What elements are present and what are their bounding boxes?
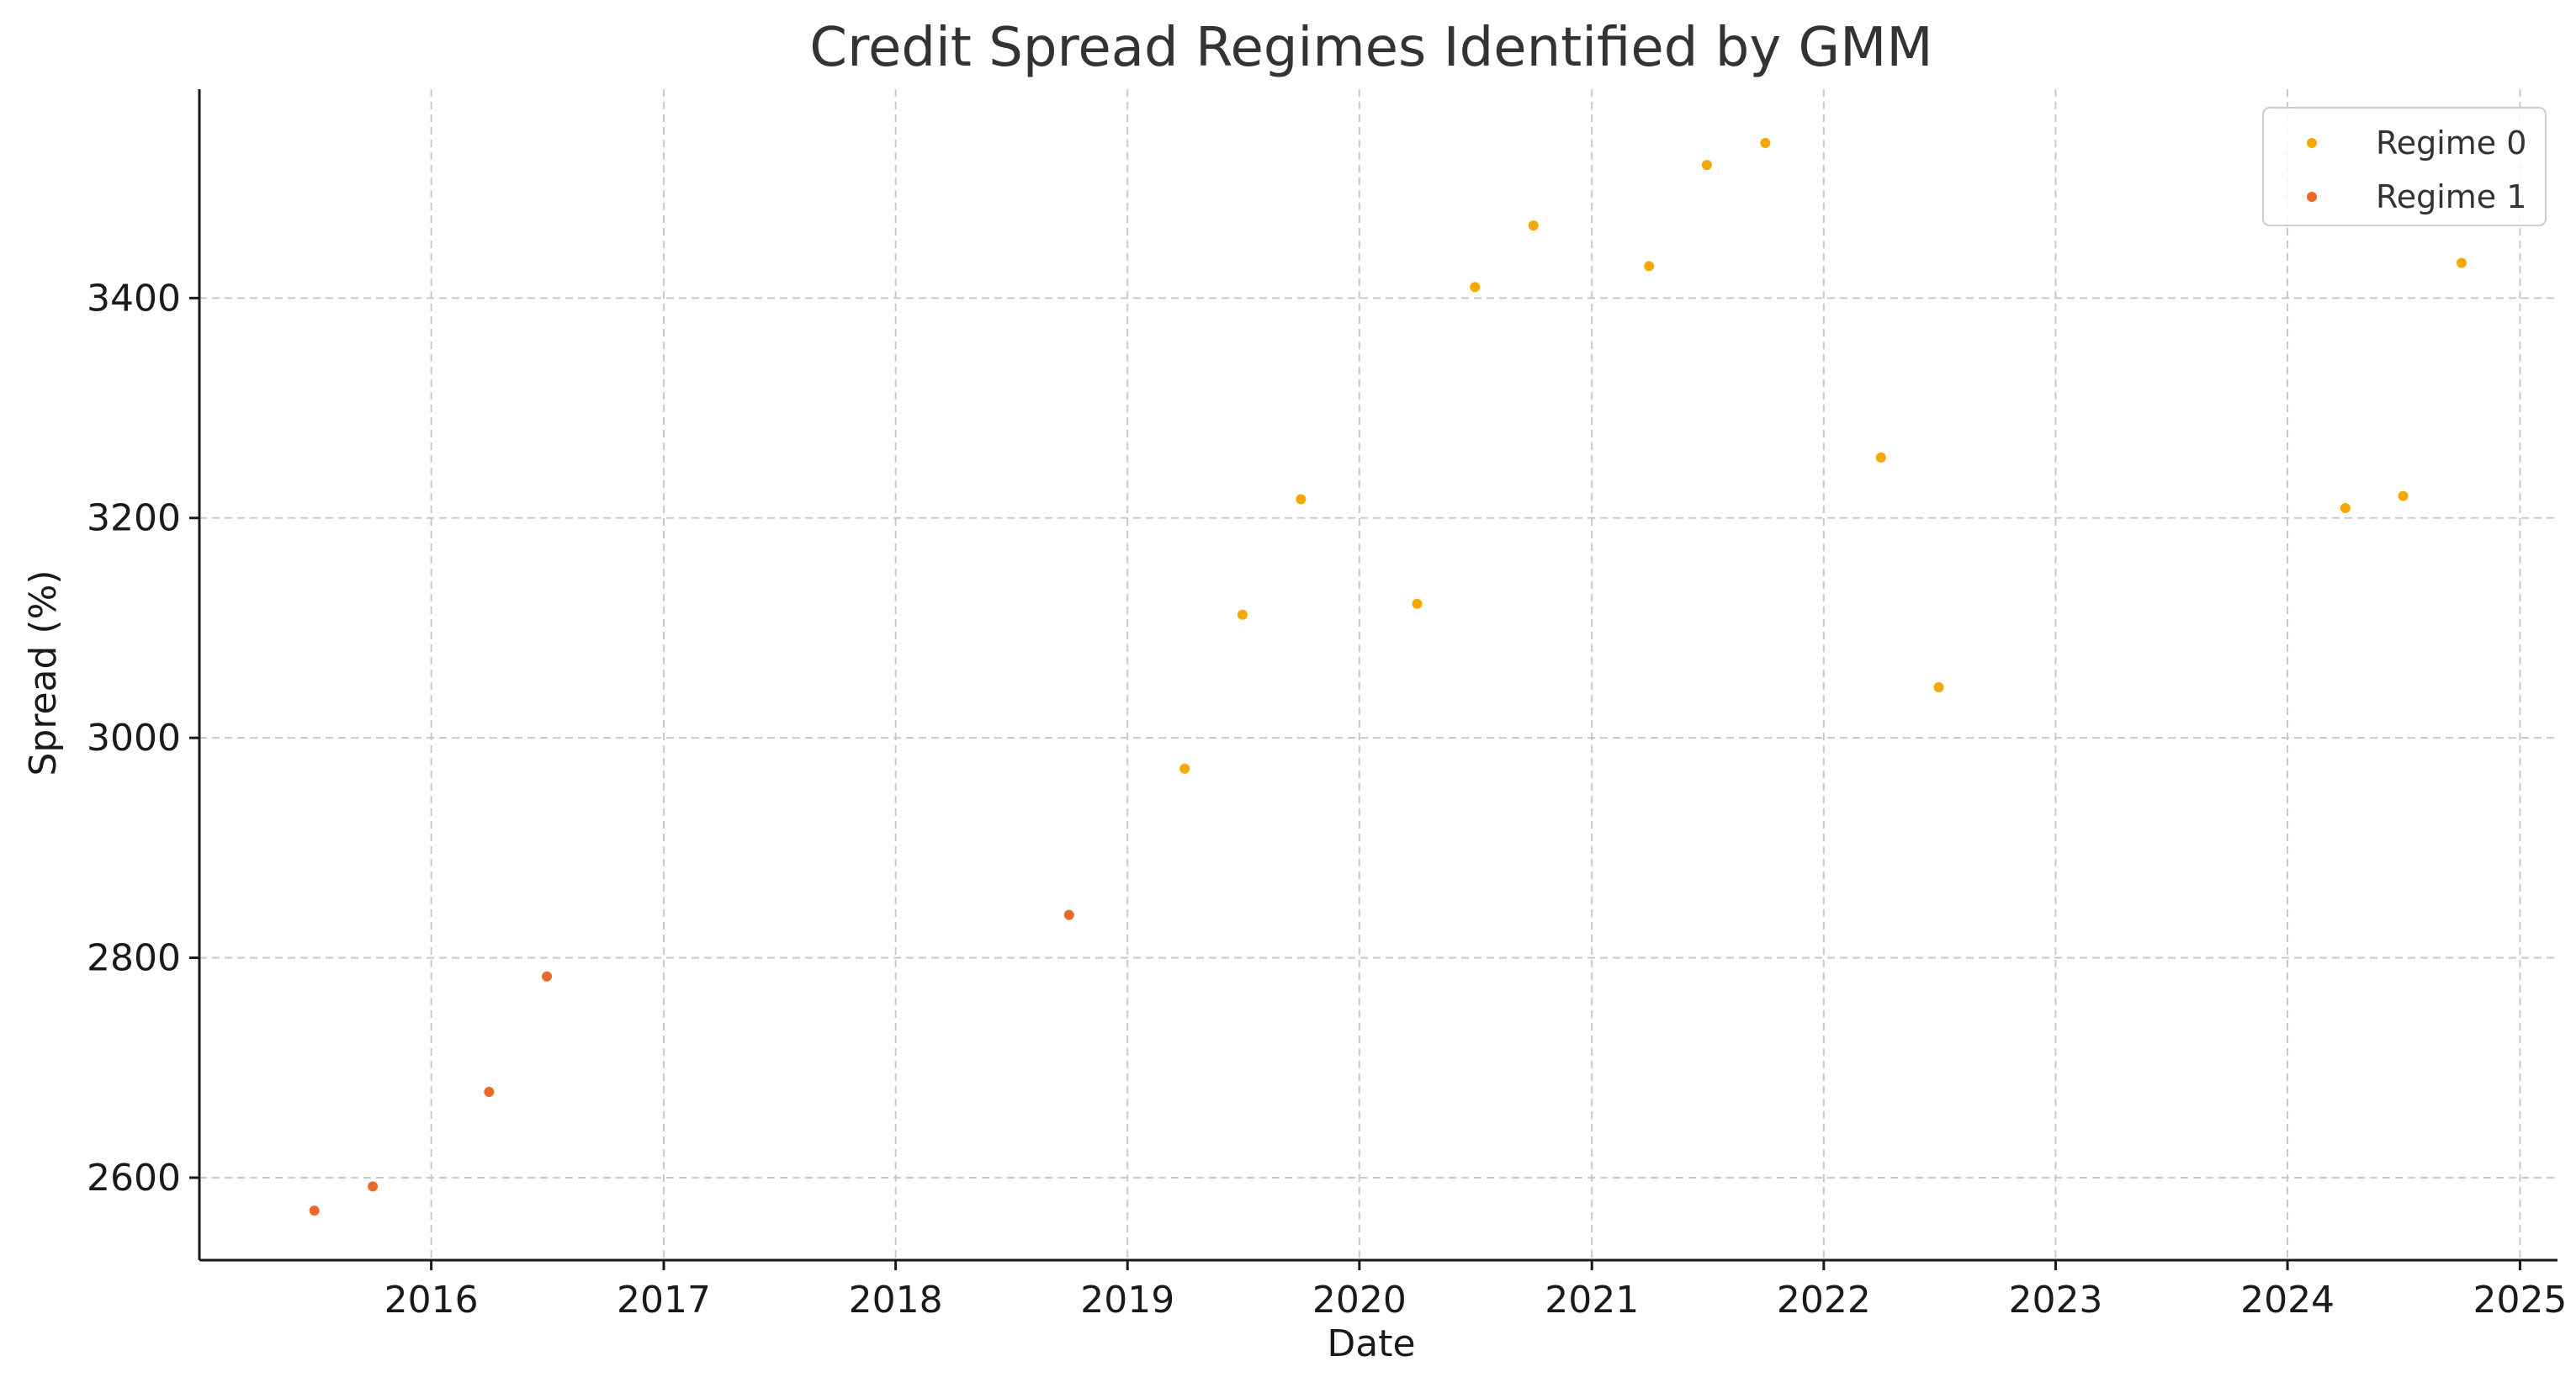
y-tick-label: 3200	[87, 497, 181, 540]
data-point	[1644, 261, 1655, 272]
y-tick-label: 3000	[87, 717, 181, 760]
legend-label: Regime 0	[2376, 124, 2526, 162]
x-tick-label: 2023	[2008, 1279, 2102, 1322]
data-point	[1875, 452, 1886, 463]
data-point	[368, 1181, 379, 1192]
x-tick-label: 2021	[1545, 1279, 1639, 1322]
data-point	[1701, 160, 1712, 171]
data-points	[309, 138, 2467, 1216]
data-point	[1237, 609, 1248, 620]
data-point	[1412, 598, 1423, 609]
data-point	[484, 1087, 495, 1098]
x-tick-label: 2024	[2240, 1279, 2335, 1322]
axes: 2016 2017 2018 2019 2020 2021 2022 2023 2024 2025…	[87, 89, 2567, 1322]
series-1	[309, 909, 1074, 1216]
legend-marker	[2307, 192, 2317, 202]
data-point	[1296, 494, 1307, 505]
data-point	[1933, 682, 1944, 693]
legend-box	[2262, 107, 2547, 226]
data-point	[2398, 490, 2409, 501]
x-tick-label: 2016	[384, 1279, 479, 1322]
data-point	[1760, 138, 1771, 149]
data-point	[2456, 257, 2467, 268]
data-point	[542, 971, 553, 982]
x-tick-label: 2017	[617, 1279, 711, 1322]
y-axis-label: Spread (%)	[22, 570, 65, 776]
legend-label: Regime 1	[2376, 178, 2526, 215]
y-tick-label: 3400	[87, 277, 181, 320]
x-tick-label: 2022	[1777, 1279, 1871, 1322]
data-point	[1470, 282, 1481, 293]
grid-lines	[199, 89, 2557, 1260]
data-point	[2340, 502, 2351, 513]
y-tick-label: 2800	[87, 937, 181, 980]
legend-marker	[2307, 138, 2317, 148]
series-0	[1179, 138, 2467, 774]
x-axis-label: Date	[1327, 1322, 1415, 1365]
legend: Regime 0 Regime 1	[2262, 107, 2547, 226]
x-tick-label: 2019	[1080, 1279, 1174, 1322]
chart-title: Credit Spread Regimes Identified by GMM	[809, 17, 1932, 79]
data-point	[1528, 220, 1539, 231]
y-tick-label: 2600	[87, 1157, 181, 1200]
x-tick-label: 2018	[849, 1279, 943, 1322]
data-point	[1063, 909, 1074, 920]
data-point	[309, 1205, 320, 1216]
x-tick-label: 2025	[2473, 1279, 2567, 1322]
data-point	[1179, 763, 1190, 774]
x-tick-label: 2020	[1312, 1279, 1407, 1322]
